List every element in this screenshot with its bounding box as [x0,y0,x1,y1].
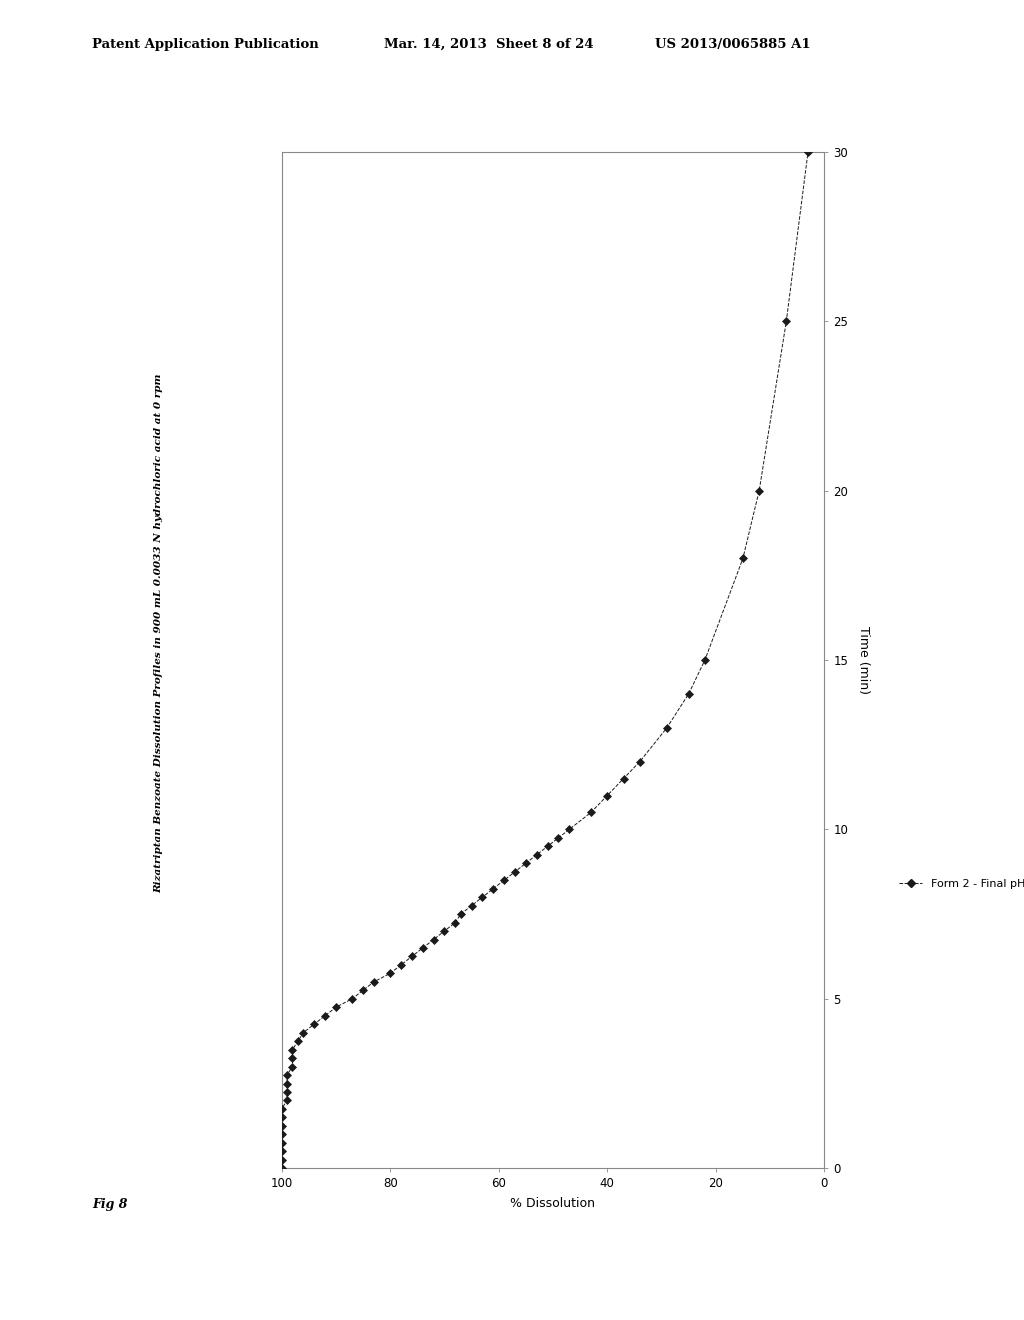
Y-axis label: Time (min): Time (min) [856,626,869,694]
Legend: Form 2 - Final pH 2.2: Form 2 - Final pH 2.2 [895,874,1024,894]
X-axis label: % Dissolution: % Dissolution [510,1197,596,1210]
Text: Mar. 14, 2013  Sheet 8 of 24: Mar. 14, 2013 Sheet 8 of 24 [384,37,594,50]
Text: Fig 8: Fig 8 [92,1197,128,1210]
Text: Rizatriptan Benzoate Dissolution Profiles in 900 mL 0.0033 N hydrochloric acid a: Rizatriptan Benzoate Dissolution Profile… [155,374,163,894]
Text: Patent Application Publication: Patent Application Publication [92,37,318,50]
Text: US 2013/0065885 A1: US 2013/0065885 A1 [655,37,811,50]
